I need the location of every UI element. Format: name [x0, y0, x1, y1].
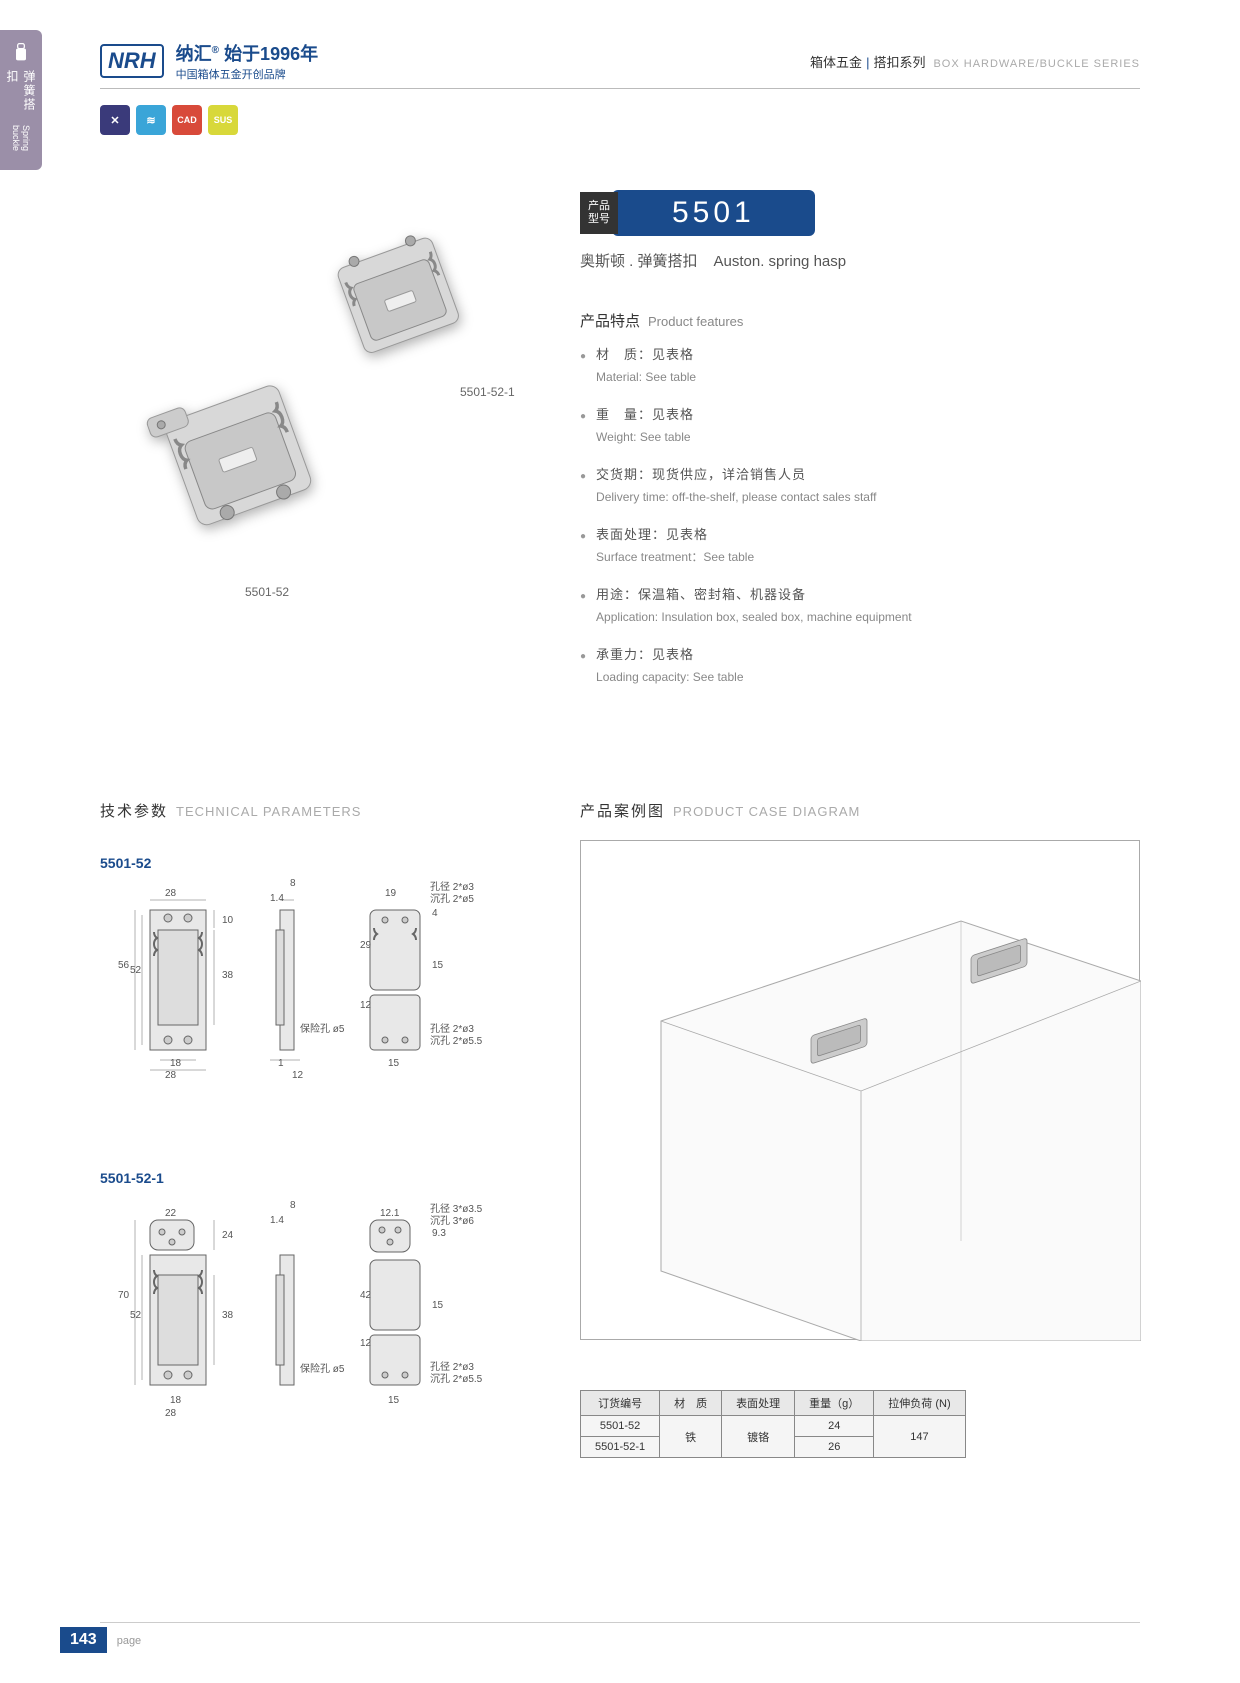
th: 重量（g） — [795, 1391, 874, 1416]
dim: 沉孔 3*ø6 — [430, 1212, 474, 1227]
product-image-area: 5501-52-1 5501-52 — [100, 210, 540, 620]
features-list: ●材 质：见表格Material: See table ●重 量：见表格Weig… — [580, 345, 1140, 687]
dim: 8 — [290, 878, 296, 889]
feature-item: ●承重力：见表格Loading capacity: See table — [580, 645, 1140, 687]
dim: 保险孔 ø5 — [300, 1020, 344, 1035]
dim: 38 — [222, 970, 233, 981]
header-divider — [100, 88, 1140, 89]
model-number-block: 产品型号 5501 — [580, 190, 815, 236]
tech-params-title: 技术参数TECHNICAL PARAMETERS — [100, 800, 361, 821]
dim: 15 — [388, 1058, 399, 1069]
header-category: 箱体五金|搭扣系列BOX HARDWARE/BUCKLE SERIES — [810, 52, 1140, 71]
dim: 38 — [222, 1310, 233, 1321]
dim: 19 — [385, 888, 396, 899]
brand-name: 纳汇® 始于1996年 — [176, 40, 318, 66]
hasp-icon — [13, 42, 29, 62]
sidebar-label-cn: 弹簧搭扣 — [4, 70, 38, 117]
dim: 12 — [360, 1000, 371, 1011]
feature-item: ●交货期：现货供应，详洽销售人员Delivery time: off-the-s… — [580, 465, 1140, 507]
dim: 42 — [360, 1290, 371, 1301]
dim: 18 — [170, 1058, 181, 1069]
dim: 9.3 — [432, 1228, 446, 1239]
dim: 56 — [118, 960, 129, 971]
case-diagram — [580, 840, 1140, 1340]
product-label-2: 5501-52 — [245, 585, 289, 599]
feature-item: ●用途：保温箱、密封箱、机器设备Application: Insulation … — [580, 585, 1140, 627]
th: 表面处理 — [722, 1391, 795, 1416]
product-image-1 — [300, 220, 500, 380]
page-number: 143 page — [60, 1627, 141, 1653]
footer-divider — [100, 1622, 1140, 1623]
td: 5501-52 — [581, 1416, 660, 1437]
th: 材 质 — [660, 1391, 722, 1416]
model-code-1: 5501-52 — [100, 855, 151, 871]
tech-diagram-5501-52-1 — [100, 1200, 500, 1490]
td: 镀铬 — [722, 1416, 795, 1458]
feature-icon-row: ✕ ≋ CAD SUS — [100, 105, 238, 135]
feature-item: ●重 量：见表格Weight: See table — [580, 405, 1140, 447]
logo-mark: NRH — [100, 44, 164, 78]
dim: 保险孔 ø5 — [300, 1360, 344, 1375]
product-image-2 — [120, 360, 360, 560]
model-code-2: 5501-52-1 — [100, 1170, 164, 1186]
model-label: 产品型号 — [580, 192, 618, 234]
dim: 12.1 — [380, 1208, 399, 1219]
dim: 52 — [130, 965, 141, 976]
dim: 1.4 — [270, 1215, 284, 1226]
spec-table: 订货编号 材 质 表面处理 重量（g） 拉伸负荷 (N) 5501-52 铁 镀… — [580, 1390, 966, 1458]
dim: 18 — [170, 1395, 181, 1406]
table-header-row: 订货编号 材 质 表面处理 重量（g） 拉伸负荷 (N) — [581, 1391, 966, 1416]
cad-icon: CAD — [172, 105, 202, 135]
tech-diagram-5501-52 — [100, 880, 500, 1150]
feature-item: ●材 质：见表格Material: See table — [580, 345, 1140, 387]
td: 147 — [874, 1416, 965, 1458]
spring-icon: ≋ — [136, 105, 166, 135]
td: 26 — [795, 1437, 874, 1458]
dim: 沉孔 2*ø5.5 — [430, 1370, 482, 1385]
dim: 52 — [130, 1310, 141, 1321]
dim: 70 — [118, 1290, 129, 1301]
dim: 29 — [360, 940, 371, 951]
model-number: 5501 — [612, 190, 815, 236]
page-header: NRH 纳汇® 始于1996年 中国箱体五金开创品牌 箱体五金|搭扣系列BOX … — [100, 40, 1140, 82]
product-label-1: 5501-52-1 — [460, 385, 515, 399]
th: 订货编号 — [581, 1391, 660, 1416]
table-row: 5501-52 铁 镀铬 24 147 — [581, 1416, 966, 1437]
dim: 22 — [165, 1208, 176, 1219]
td: 铁 — [660, 1416, 722, 1458]
td: 24 — [795, 1416, 874, 1437]
td: 5501-52-1 — [581, 1437, 660, 1458]
feature-item: ●表面处理：见表格Surface treatment：See table — [580, 525, 1140, 567]
dim: 28 — [165, 888, 176, 899]
logo-block: NRH 纳汇® 始于1996年 中国箱体五金开创品牌 — [100, 40, 318, 82]
brand-tagline: 中国箱体五金开创品牌 — [176, 66, 318, 82]
dim: 24 — [222, 1230, 233, 1241]
tools-icon: ✕ — [100, 105, 130, 135]
dim: 15 — [388, 1395, 399, 1406]
dim: 28 — [165, 1070, 176, 1081]
dim: 10 — [222, 915, 233, 926]
th: 拉伸负荷 (N) — [874, 1391, 965, 1416]
dim: 15 — [432, 960, 443, 971]
dim: 1.4 — [270, 893, 284, 904]
dim: 4 — [432, 908, 438, 919]
dim: 沉孔 2*ø5.5 — [430, 1032, 482, 1047]
features-title: 产品特点Product features — [580, 310, 743, 331]
dim: 沉孔 2*ø5 — [430, 890, 474, 905]
sidebar-tab: 弹簧搭扣 Spring buckle — [0, 30, 42, 170]
dim: 28 — [165, 1408, 176, 1419]
dim: 12 — [292, 1070, 303, 1081]
sus-icon: SUS — [208, 105, 238, 135]
case-diagram-title: 产品案例图PRODUCT CASE DIAGRAM — [580, 800, 860, 821]
dim: 12 — [360, 1338, 371, 1349]
dim: 15 — [432, 1300, 443, 1311]
model-subtitle: 奥斯顿 . 弹簧搭扣Auston. spring hasp — [580, 250, 846, 271]
dim: 1 — [278, 1058, 284, 1069]
sidebar-label-en: Spring buckle — [11, 125, 31, 170]
dim: 8 — [290, 1200, 296, 1211]
